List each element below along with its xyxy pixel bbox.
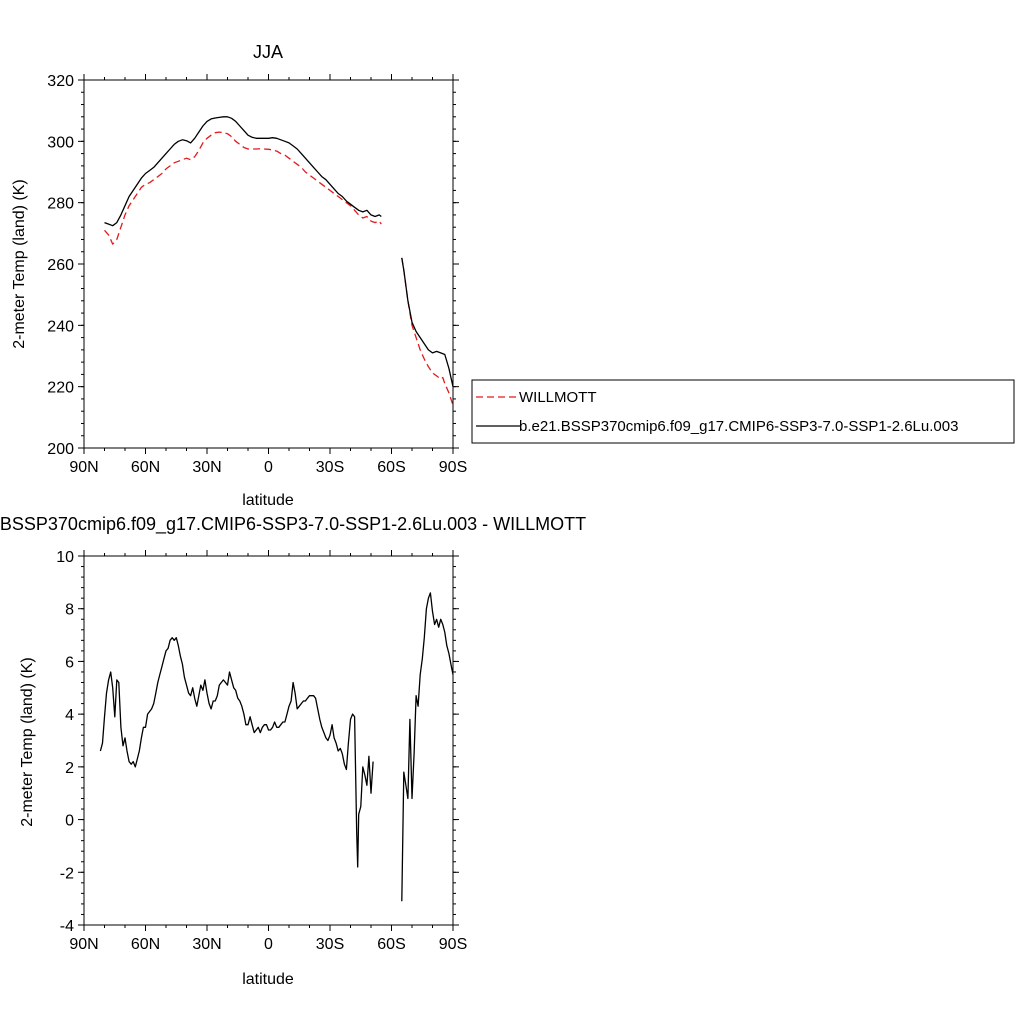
top-chart-x-tick-label: 30N: [192, 459, 221, 476]
top-chart-y-tick-label: 220: [47, 380, 74, 397]
bottom-chart-x-tick-label: 60N: [131, 936, 160, 953]
top-chart-y-tick-label: 240: [47, 318, 74, 335]
bottom-chart-y-tick-label: 10: [56, 549, 74, 566]
bottom-chart-x-tick-label: 0: [264, 936, 273, 953]
bottom-chart-series-difference-line: [99, 637, 374, 868]
bottom-chart-x-tick-label: 30S: [316, 936, 344, 953]
top-chart-y-tick-label: 320: [47, 73, 74, 90]
top-chart-y-axis-label: 2-meter Temp (land) (K): [11, 179, 28, 349]
top-chart-plot-frame: [83, 79, 454, 449]
top-chart-legend: WILLMOTT b.e21.BSSP370cmip6.f09_g17.CMIP…: [471, 379, 1015, 444]
top-chart-ticks: 90N 60N 30N 0 30S 60S 90S 200 220 240 260 280 300 320: [47, 73, 467, 476]
top-chart-title: JJA: [253, 42, 283, 62]
bottom-chart-x-axis-label: latitude: [242, 971, 294, 988]
top-chart-series-willmott-line: [401, 257, 454, 406]
top-chart-x-tick-label: 90N: [69, 459, 98, 476]
bottom-chart-title: b.e21.BSSP370cmip6.f09_g17.CMIP6-SSP3-7.…: [0, 514, 586, 535]
bottom-chart-y-axis-label: 2-meter Temp (land) (K): [19, 657, 36, 827]
bottom-chart-y-tick-label: 2: [65, 760, 74, 777]
top-chart: JJA 2-meter Temp (land) (K) latitude 90N…: [11, 42, 1015, 509]
bottom-chart-ticks: 90N 60N 30N 0 30S 60S 90S -4 -2 0 2 4 6 8 10: [56, 549, 467, 953]
top-chart-x-tick-label: 30S: [316, 459, 344, 476]
top-chart-x-tick-label: 60S: [377, 459, 405, 476]
bottom-chart-series-difference-line: [401, 592, 454, 902]
bottom-chart-y-tick-label: 6: [65, 654, 74, 671]
top-chart-y-tick-label: 260: [47, 257, 74, 274]
bottom-chart-y-tick-label: -2: [60, 865, 74, 882]
bottom-chart-y-tick-label: 0: [65, 813, 74, 830]
top-chart-x-tick-label: 0: [264, 459, 273, 476]
legend-box: [471, 379, 1015, 444]
legend-label-model: b.e21.BSSP370cmip6.f09_g17.CMIP6-SSP3-7.…: [519, 418, 958, 435]
top-chart-y-tick-label: 300: [47, 134, 74, 151]
bottom-chart-y-tick-label: 8: [65, 602, 74, 619]
top-chart-x-tick-label: 60N: [131, 459, 160, 476]
top-chart-series: [104, 116, 454, 406]
bottom-chart-x-tick-label: 90S: [439, 936, 467, 953]
top-chart-series-model-line: [401, 257, 454, 387]
bottom-chart: b.e21.BSSP370cmip6.f09_g17.CMIP6-SSP3-7.…: [0, 514, 586, 988]
bottom-chart-plot-frame: [83, 555, 454, 926]
bottom-chart-x-tick-label: 90N: [69, 936, 98, 953]
top-chart-x-axis-label: latitude: [242, 492, 294, 509]
top-chart-y-tick-label: 280: [47, 196, 74, 213]
top-chart-series-model-line: [104, 116, 382, 227]
bottom-chart-y-tick-label: 4: [65, 707, 74, 724]
top-chart-y-tick-label: 200: [47, 441, 74, 458]
bottom-chart-x-tick-label: 60S: [377, 936, 405, 953]
top-chart-x-tick-label: 90S: [439, 459, 467, 476]
top-chart-series-willmott-line: [104, 131, 382, 245]
bottom-chart-y-tick-label: -4: [60, 918, 74, 935]
bottom-chart-x-tick-label: 30N: [192, 936, 221, 953]
bottom-chart-series: [99, 592, 454, 902]
legend-label-willmott: WILLMOTT: [519, 389, 597, 406]
